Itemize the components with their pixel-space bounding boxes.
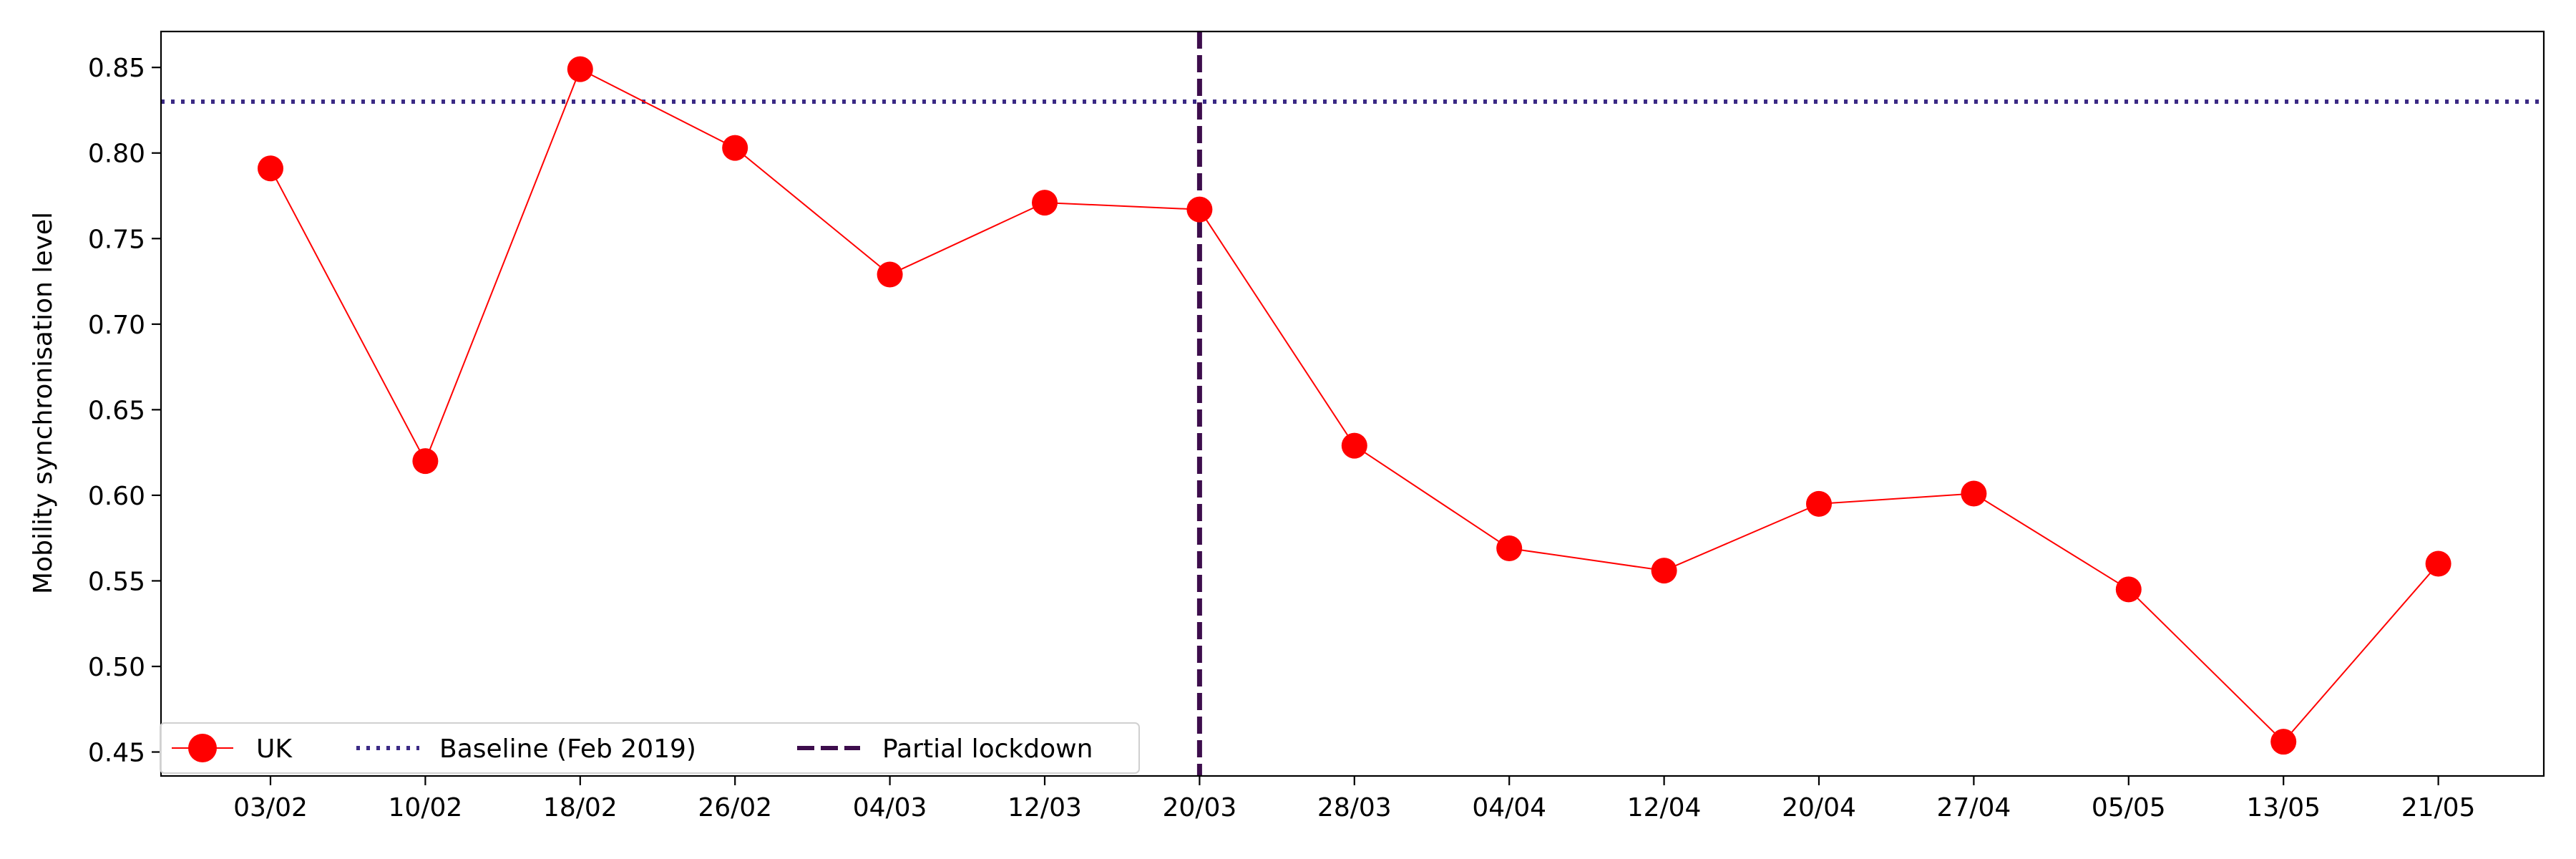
uk-point-05-05: [2115, 576, 2142, 603]
uk-point-12-03: [1032, 190, 1058, 216]
uk-point-04-03: [877, 261, 903, 288]
uk-point-12-04: [1651, 558, 1677, 584]
uk-point-03-02: [258, 155, 283, 182]
y-tick-label: 0.75: [88, 225, 145, 254]
y-tick-label: 0.60: [88, 482, 145, 511]
y-tick-label: 0.65: [88, 396, 145, 425]
y-axis-label: Mobility synchronisation level: [29, 212, 58, 594]
y-tick-label: 0.80: [88, 140, 145, 169]
legend-box: [160, 722, 1140, 774]
uk-point-18-02: [567, 56, 593, 82]
uk-point-04-04: [1496, 535, 1523, 562]
x-tick-label: 21/05: [2401, 793, 2476, 822]
legend-baseline-label: Baseline (Feb 2019): [439, 734, 696, 764]
y-axis: 0.45 0.50 0.55 0.60 0.65 0.70 0.75 0.80 0.85: [88, 54, 161, 768]
legend: UK Baseline (Feb 2019) Partial lockdown: [160, 722, 1140, 774]
y-tick-label: 0.45: [88, 739, 145, 768]
legend-uk-marker-swatch: [188, 734, 217, 762]
x-tick-label: 26/02: [698, 793, 772, 822]
uk-point-28-03: [1341, 432, 1367, 459]
uk-point-26-02: [722, 135, 748, 161]
x-tick-label: 27/04: [1937, 793, 2011, 822]
legend-uk-label: UK: [256, 734, 293, 764]
uk-point-20-03: [1186, 196, 1213, 223]
x-tick-label: 28/03: [1317, 793, 1392, 822]
x-tick-label: 12/03: [1008, 793, 1082, 822]
x-tick-label: 13/05: [2246, 793, 2321, 822]
axes-frame: [160, 30, 2545, 777]
x-tick-label: 20/03: [1163, 793, 1237, 822]
y-tick-label: 0.70: [88, 311, 145, 340]
x-tick-label: 03/02: [233, 793, 308, 822]
uk-point-27-04: [1961, 480, 1987, 507]
x-tick-label: 04/03: [853, 793, 927, 822]
uk-point-21-05: [2425, 550, 2451, 577]
uk-point-10-02: [412, 448, 439, 475]
y-tick-label: 0.85: [88, 54, 145, 83]
x-tick-label: 10/02: [389, 793, 463, 822]
uk-point-20-04: [1806, 490, 1832, 517]
plot-area: [161, 31, 2544, 776]
uk-point-13-05: [2270, 729, 2297, 755]
x-tick-label: 18/02: [543, 793, 618, 822]
x-tick-label: 04/04: [1472, 793, 1546, 822]
x-tick-label: 20/04: [1782, 793, 1856, 822]
uk-series-line: [270, 68, 2439, 743]
x-tick-label: 12/04: [1627, 793, 1702, 822]
y-tick-label: 0.55: [88, 567, 145, 596]
y-tick-label: 0.50: [88, 653, 145, 682]
legend-lockdown-label: Partial lockdown: [882, 734, 1093, 764]
x-axis: 03/02 10/02 18/02 26/02 04/03 12/03 20/03 28/03…: [233, 776, 2475, 822]
x-tick-label: 05/05: [2092, 793, 2166, 822]
